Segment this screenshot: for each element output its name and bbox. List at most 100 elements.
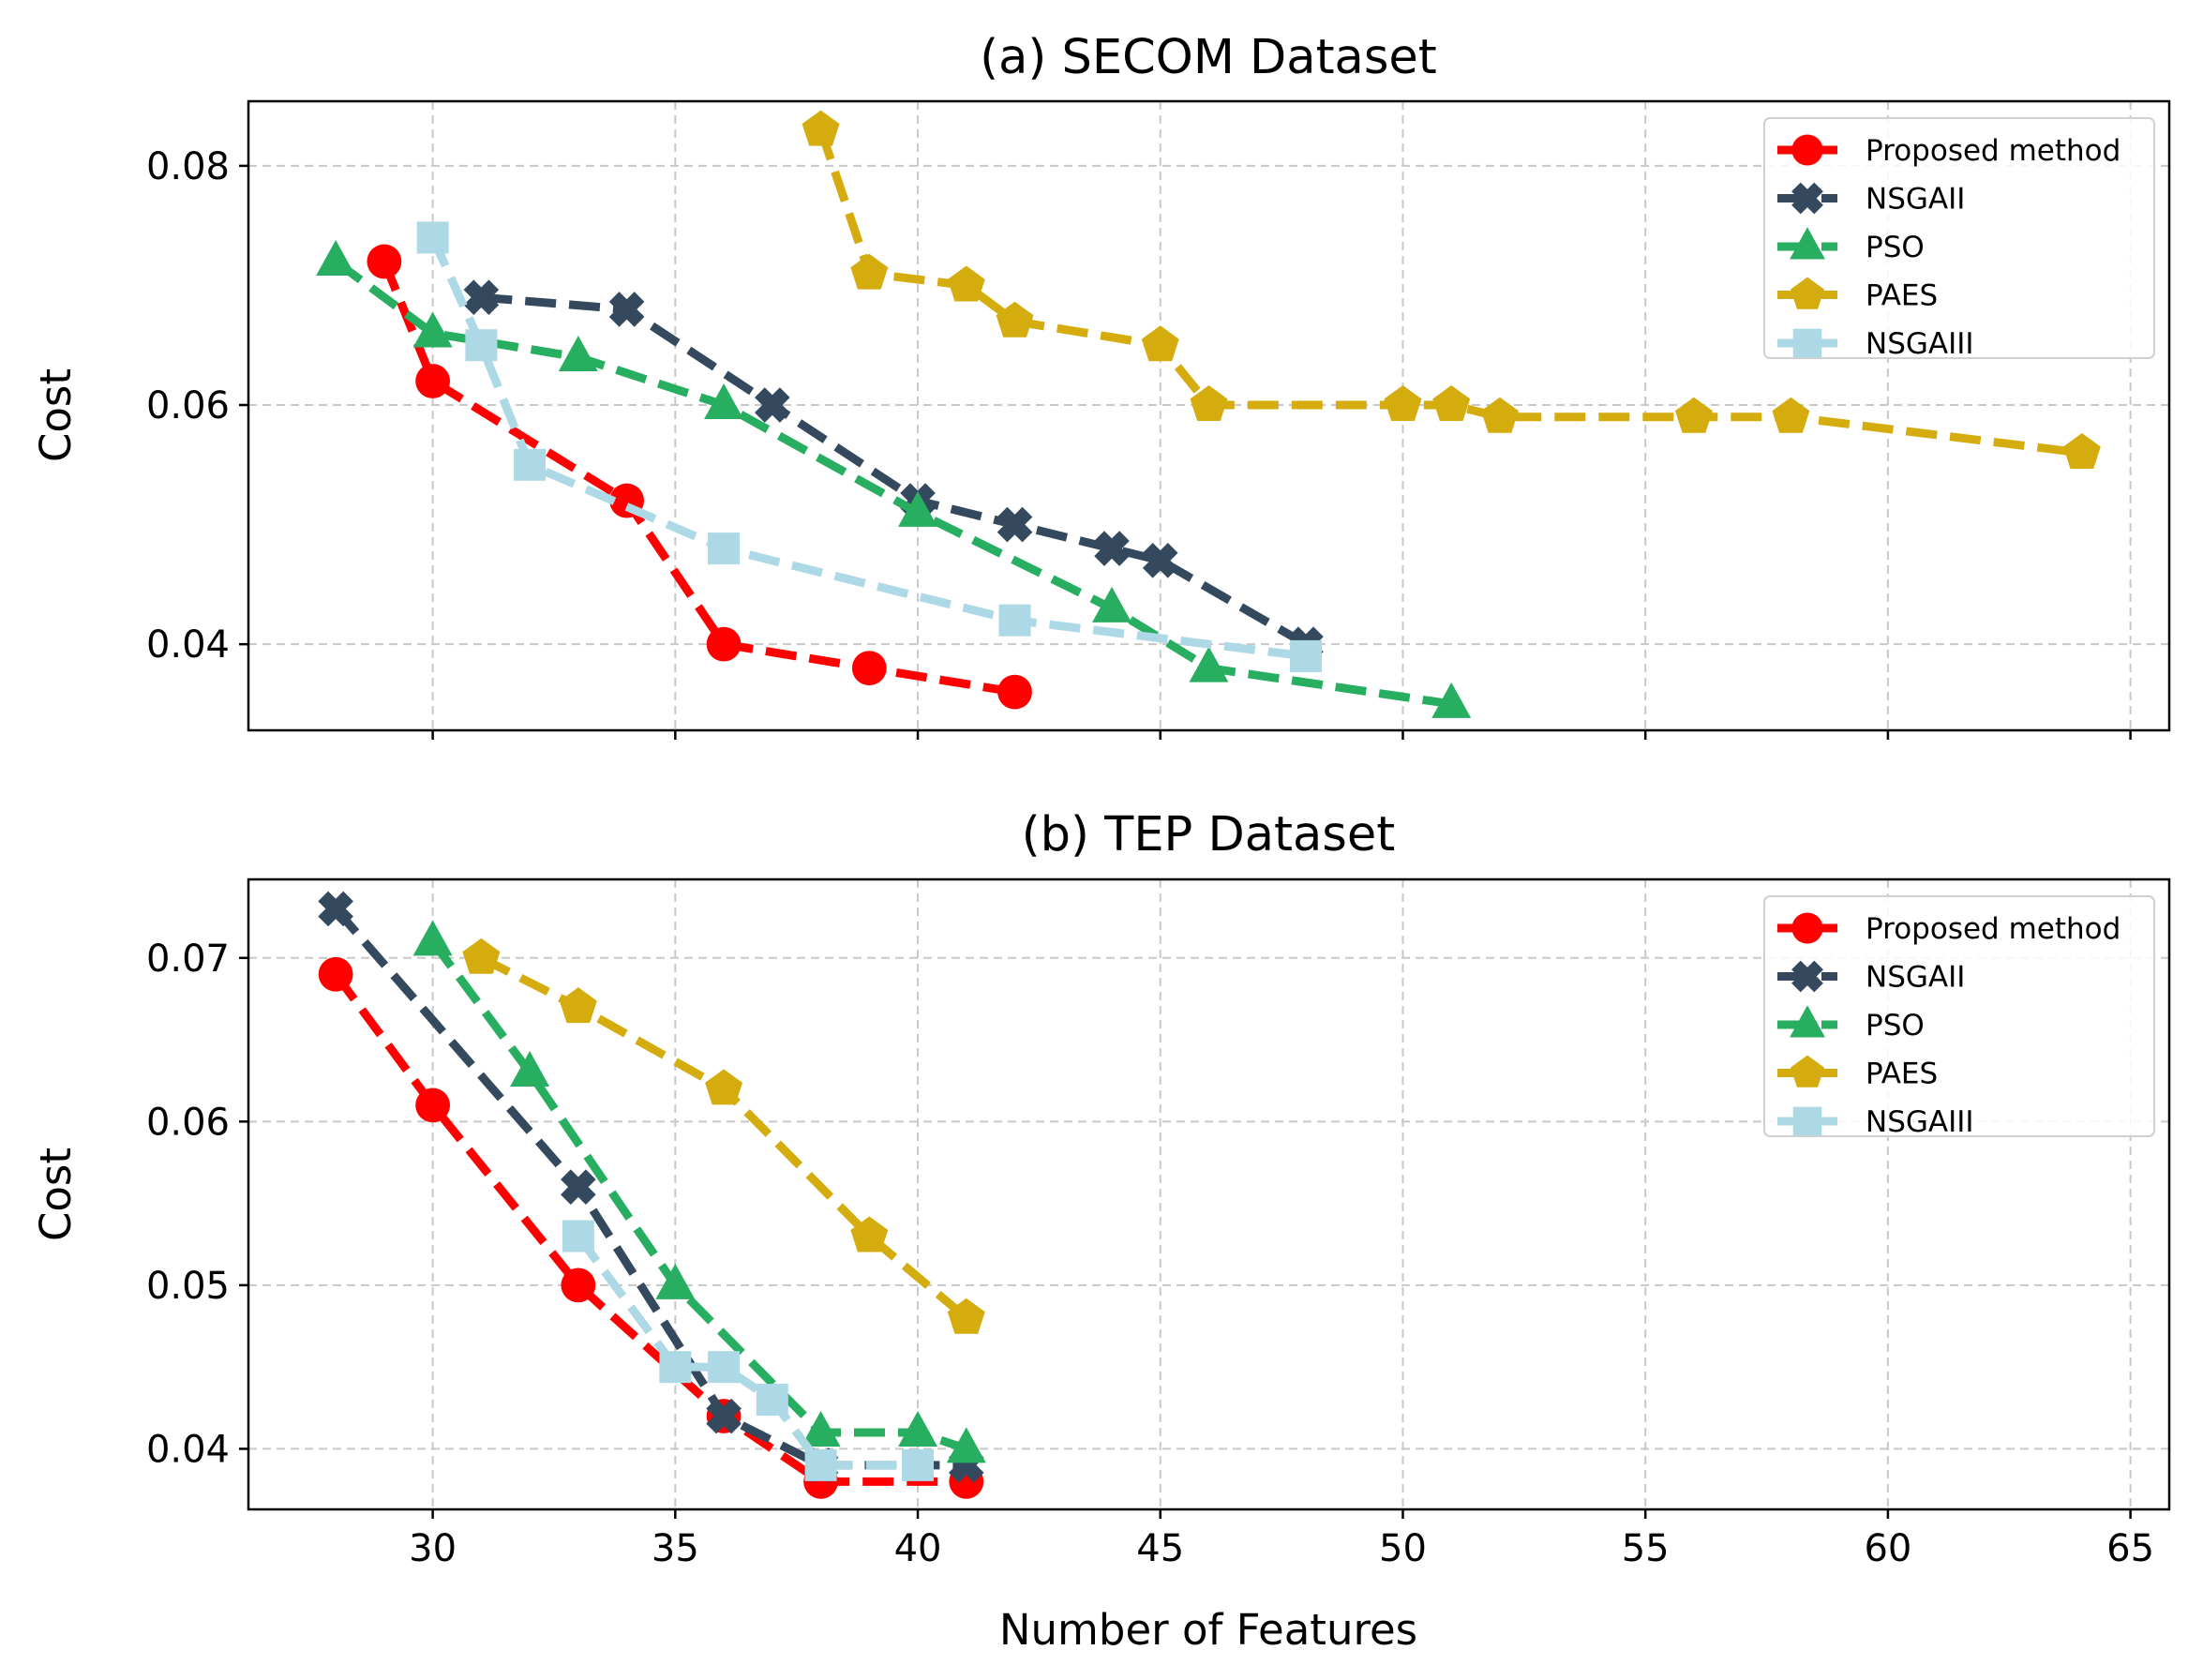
legend-label: NSGAII [1866,183,1965,217]
x-tick-label: 55 [1622,1527,1670,1570]
legend-box [1763,895,2155,1137]
data-point [558,335,598,371]
legend-item: PAES [1777,1055,1938,1091]
series-line [575,1233,919,1470]
data-point [1190,385,1228,422]
data-point [850,253,889,290]
data-point [706,1398,742,1434]
y-tick-label: 0.05 [146,1265,230,1308]
x-tick-label: 30 [409,1527,457,1570]
series-line [332,971,967,1486]
series-pso [316,239,1472,718]
legend-marker-circle-icon [1791,912,1823,944]
data-point [947,265,985,302]
plot-frame [247,99,2171,732]
data-point [755,387,790,423]
data-point [996,301,1034,338]
x-tick-label: 45 [1136,1527,1184,1570]
legend-item: NSGAIII [1777,327,1974,361]
y-tick-label: 0.07 [146,938,230,981]
data-point [415,1088,451,1123]
data-point [559,987,597,1024]
legend-box [1763,117,2155,359]
legend-item: PSO [1777,227,1925,264]
data-point [804,1448,837,1481]
data-point [465,329,498,362]
data-point [704,383,744,420]
data-point [1384,385,1422,422]
series-paes [802,110,2101,470]
legend-marker-square-icon [1792,1106,1822,1136]
data-point [997,506,1033,543]
data-point [412,920,453,956]
legend-marker-pentagon-icon [1791,1055,1824,1088]
series-pso [412,920,986,1463]
data-point [1141,325,1179,362]
legend-marker-pentagon-icon [1791,277,1824,309]
data-point [367,244,402,279]
chart-title: (b) TEP Dataset [1022,807,1395,862]
legend-label: PSO [1866,231,1925,264]
legend-label: PSO [1866,1009,1925,1042]
data-point [998,604,1031,637]
legend-marker-x-icon [1791,182,1823,215]
x-tick-label: 50 [1379,1527,1427,1570]
data-point [514,448,547,481]
plot-frame [247,878,2171,1511]
series-line [333,258,1452,709]
y-axis-label: Cost [31,368,81,462]
legend: Proposed method NSGAII PSO PAES NSGAIII [1763,117,2155,361]
data-point [561,1169,596,1205]
data-point [318,956,353,992]
x-tick-label: 35 [652,1527,699,1570]
data-point [655,1263,696,1299]
data-point [1772,397,1810,433]
data-point [997,674,1032,710]
y-axis-label: Cost [31,1148,81,1241]
x-tick-label: 60 [1864,1527,1911,1570]
series-proposed-method [367,244,1032,710]
tep-panel: (b) TEP Dataset Cost Number of Features … [31,807,2171,1655]
data-point [318,891,353,927]
legend-marker-triangle-icon [1790,1005,1825,1038]
data-point [659,1351,692,1384]
y-tick-label: 0.04 [146,623,230,667]
data-point [1189,646,1229,682]
data-point [705,1069,743,1105]
legend-item: PSO [1777,1005,1925,1042]
series-nsgaiii [416,221,1322,672]
data-point [708,532,741,565]
x-tick-label: 40 [894,1527,942,1570]
data-point [1431,682,1472,718]
legend-marker-circle-icon [1791,134,1823,166]
legend-item: NSGAII [1777,182,1965,217]
data-point [412,311,453,348]
legend-label: Proposed method [1866,134,2121,168]
legend-label: NSGAIII [1866,1105,1974,1139]
data-point [561,1268,596,1303]
series-line [479,953,969,1322]
data-point [1674,397,1713,433]
data-point [947,1298,985,1334]
data-point [898,1410,938,1447]
legend-item: Proposed method [1777,912,2121,946]
legend-label: Proposed method [1866,912,2121,946]
legend-marker-x-icon [1791,960,1823,993]
legend-item: PAES [1777,277,1938,313]
data-point [1289,639,1322,672]
legend-marker-square-icon [1792,328,1822,358]
series-nsgaii [318,891,984,1483]
series-nsgaiii [562,1220,935,1481]
data-point [562,1220,594,1252]
x-axis-label: Number of Features [999,1605,1417,1655]
legend-item: Proposed method [1777,134,2121,168]
data-point [708,1351,741,1384]
data-point [462,938,501,974]
series-paes [462,938,985,1334]
legend-item: NSGAII [1777,960,1965,995]
series-line [380,260,1016,697]
y-tick-label: 0.04 [146,1428,230,1471]
data-point [802,110,840,146]
data-point [1092,586,1132,622]
